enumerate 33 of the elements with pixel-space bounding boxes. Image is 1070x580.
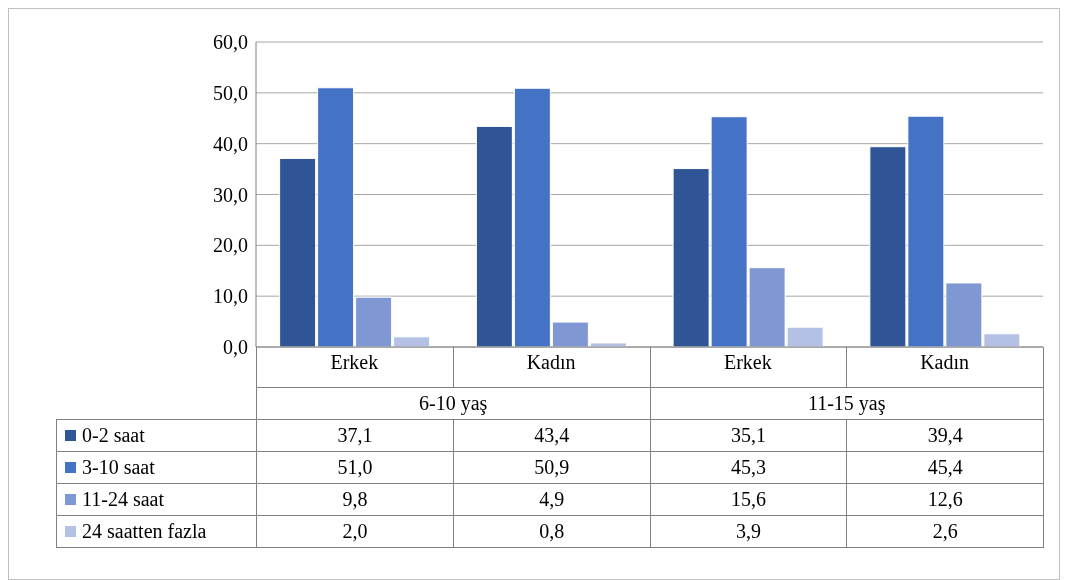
data-label: 3,9 xyxy=(649,515,848,548)
y-tick-label: 0,0 xyxy=(223,336,248,359)
legend-label: 24 saatten fazla xyxy=(82,520,207,543)
data-label: 50,9 xyxy=(452,451,651,484)
y-tick-label: 60,0 xyxy=(213,31,248,54)
y-tick-label: 10,0 xyxy=(213,285,248,308)
legend-label: 3-10 saat xyxy=(82,456,155,479)
legend-label: 11-24 saat xyxy=(82,488,165,511)
data-label: 37,1 xyxy=(256,419,454,452)
data-label: 0,8 xyxy=(452,515,651,548)
x-tick-label: Erkek xyxy=(723,351,772,374)
data-label: 2,0 xyxy=(256,515,454,548)
legend-label: 0-2 saat xyxy=(82,424,145,447)
x-tick-label: Kadın xyxy=(920,351,970,374)
data-label: 15,6 xyxy=(649,483,848,516)
data-label: 45,4 xyxy=(846,451,1044,484)
data-label: 4,9 xyxy=(452,483,651,516)
y-tick-label: 40,0 xyxy=(213,132,248,155)
y-tick-label: 20,0 xyxy=(213,234,248,257)
data-label: 12,6 xyxy=(846,483,1044,516)
data-label: 9,8 xyxy=(256,483,454,516)
data-label: 39,4 xyxy=(846,419,1044,452)
data-label: 45,3 xyxy=(649,451,848,484)
data-label: 43,4 xyxy=(452,419,651,452)
y-tick-label: 50,0 xyxy=(213,81,248,104)
data-label: 2,6 xyxy=(846,515,1044,548)
text: 11-15 yaş xyxy=(649,387,1044,420)
x-tick-label: Kadın xyxy=(526,351,576,374)
text: 6-10 yaş xyxy=(256,387,651,420)
y-tick-label: 30,0 xyxy=(213,183,248,206)
data-label: 51,0 xyxy=(256,451,454,484)
data-label: 35,1 xyxy=(649,419,848,452)
x-tick-label: Erkek xyxy=(330,351,379,374)
